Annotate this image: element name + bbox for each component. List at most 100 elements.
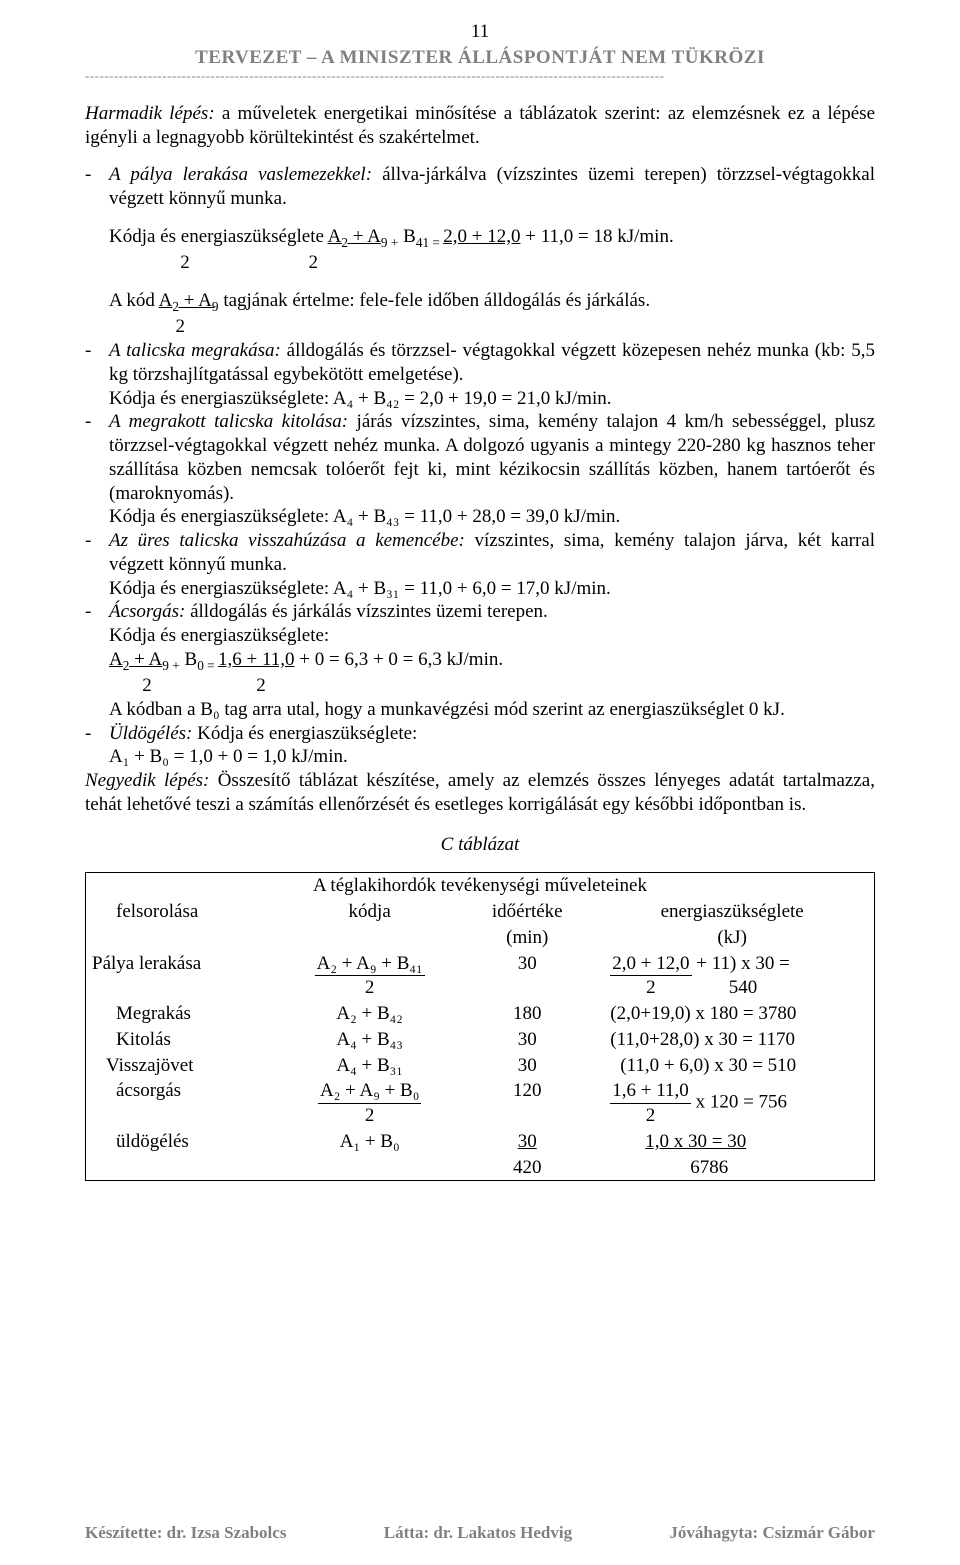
bullet-4-content: Az üres talicska visszahúzása a kemencéb… xyxy=(109,529,875,600)
unit-min: (min) xyxy=(464,925,590,951)
table-title: A téglakihordók tevékenységi műveleteine… xyxy=(86,873,874,899)
kod-line: Kódja és energiaszükséglete A2 + A9 + B4… xyxy=(109,225,875,251)
bullet-6-body: Kódja és energiaszükséglete: xyxy=(192,723,417,744)
bullet-6: - Üldögélés: Kódja és energiaszükséglete… xyxy=(85,722,875,770)
c-table: A téglakihordók tevékenységi műveleteine… xyxy=(86,873,874,1180)
row1-en-tail: + 11) x 30 = 540 xyxy=(696,952,790,1000)
col-kodja: kódja xyxy=(275,899,464,925)
table-row: ácsorgás A₂ + A₉ + B₀ 2 120 1,6 + 11,0 2… xyxy=(86,1078,874,1129)
row5-en-bot: 2 xyxy=(610,1104,691,1128)
bullet-dash: - xyxy=(85,410,109,529)
sum-energy: 6786 xyxy=(590,1155,874,1181)
b5-divisors: 2 2 xyxy=(109,675,266,696)
row2-code: A₂ + B₄₂ xyxy=(275,1001,464,1027)
bullet-2-code: Kódja és energiaszükséglete: A₄ + B₄₂ = … xyxy=(109,388,612,409)
page-number: 11 xyxy=(85,20,875,44)
bullet-4-code: Kódja és energiaszükséglete: A₄ + B₃₁ = … xyxy=(109,578,611,599)
row5-en-frac: 1,6 + 11,0 2 xyxy=(610,1079,691,1128)
header-dash-line: ----------------------------------------… xyxy=(85,68,875,84)
bullet-2-title: A talicska megrakása: xyxy=(109,340,281,361)
b5-frac2: 1,6 + 11,0 xyxy=(218,649,295,670)
footer-right: Jóváhagyta: Csizmár Gábor xyxy=(669,1522,875,1543)
bullet-dash: - xyxy=(85,600,109,698)
bullet-dash: - xyxy=(85,339,109,410)
bullet-1: - A pálya lerakása vaslemezekkel: állva-… xyxy=(85,163,875,211)
row1-code-bot: 2 xyxy=(315,976,425,1000)
c-table-frame: A téglakihordók tevékenységi műveleteine… xyxy=(85,872,875,1181)
bullet-3-title: A megrakott talicska kitolása: xyxy=(109,411,348,432)
bullet-3-content: A megrakott talicska kitolása: járás víz… xyxy=(109,410,875,529)
row2-energy: (2,0+19,0) x 180 = 3780 xyxy=(590,1001,874,1027)
bullet-5-body: álldogálás és járkálás vízszintes üzemi … xyxy=(185,601,547,622)
row1-en-bot: 2 xyxy=(610,976,691,1000)
bullet-2: - A talicska megrakása: álldogálás és tö… xyxy=(85,339,875,410)
row1-code: A₂ + A₉ + B₄₁ 2 xyxy=(275,951,464,1002)
col-ido: időértéke xyxy=(464,899,590,925)
row5-energy: 1,6 + 11,0 2 x 120 = 756 xyxy=(590,1078,874,1129)
row1-time: 30 xyxy=(464,951,590,1002)
table-row: Pálya lerakása A₂ + A₉ + B₄₁ 2 30 2,0 + … xyxy=(86,951,874,1002)
step4-paragraph: Negyedik lépés: Összesítő táblázat készí… xyxy=(85,769,875,817)
bullet-5-code-pre: Kódja és energiaszükséglete: xyxy=(109,625,329,646)
row4-time: 30 xyxy=(464,1053,590,1079)
bullet-dash: - xyxy=(85,529,109,600)
table-title-row: A téglakihordók tevékenységi műveleteine… xyxy=(86,873,874,899)
row5-code-bot: 2 xyxy=(318,1104,421,1128)
row2-time: 180 xyxy=(464,1001,590,1027)
sum-time: 420 xyxy=(464,1155,590,1181)
a-kod-tail: tagjának értelme: fele-fele időben álldo… xyxy=(219,290,651,311)
row4-name: Visszajövet xyxy=(86,1053,275,1079)
page-footer: Készítette: dr. Izsa Szabolcs Látta: dr.… xyxy=(85,1522,875,1543)
bullet-6-code: A₁ + B₀ = 1,0 + 0 = 1,0 kJ/min. xyxy=(109,746,348,767)
bullet-1-content: A pálya lerakása vaslemezekkel: állva-já… xyxy=(109,163,875,211)
bullet-dash: - xyxy=(85,722,109,770)
row5-en-tail: x 120 = 756 xyxy=(691,1092,787,1113)
row5-code-frac: A₂ + A₉ + B₀ 2 xyxy=(318,1079,421,1128)
table-units-row: (min) (kJ) xyxy=(86,925,874,951)
col-energia: energiaszükséglete xyxy=(590,899,874,925)
b5-tail: + 0 = 6,3 + 0 = 6,3 kJ/min. xyxy=(295,649,504,670)
bullet-5: - Ácsorgás: álldogálás és járkálás vízsz… xyxy=(85,600,875,698)
table-sum-row: 420 6786 xyxy=(86,1155,874,1181)
bullet-5-content: Ácsorgás: álldogálás és járkálás vízszin… xyxy=(109,600,875,698)
kod-rest: + 11,0 = 18 kJ/min. xyxy=(520,226,673,247)
row1-name: Pálya lerakása xyxy=(86,951,275,1002)
a-kod-frac: A2 + A9 xyxy=(159,290,219,311)
intro-italic: Harmadik lépés: xyxy=(85,103,215,124)
row6-name: üldögélés xyxy=(86,1129,275,1155)
unit-kj: (kJ) xyxy=(590,925,874,951)
row5-name: ácsorgás xyxy=(86,1078,275,1129)
kod-u2: 2,0 + 12,0 xyxy=(443,226,520,247)
row4-code: A₄ + B₃₁ xyxy=(275,1053,464,1079)
row5-code-top: A₂ + A₉ + B₀ xyxy=(318,1079,421,1104)
a-kod-line: A kód A2 + A9 tagjának értelme: fele-fel… xyxy=(109,289,875,315)
footer-mid: Látta: dr. Lakatos Hedvig xyxy=(384,1522,572,1543)
table-row: Kitolás A₄ + B₄₃ 30 (11,0+28,0) x 30 = 1… xyxy=(86,1027,874,1053)
kod-divisors: 2 2 xyxy=(109,251,875,275)
a-kod-div: 2 xyxy=(109,315,875,339)
row2-name: Megrakás xyxy=(86,1001,275,1027)
footer-left: Készítette: dr. Izsa Szabolcs xyxy=(85,1522,286,1543)
row1-en-frac: 2,0 + 12,0 2 xyxy=(610,952,691,1001)
table-row: Megrakás A₂ + B₄₂ 180 (2,0+19,0) x 180 =… xyxy=(86,1001,874,1027)
table-header-row: felsorolása kódja időértéke energiaszüks… xyxy=(86,899,874,925)
row3-energy: (11,0+28,0) x 30 = 1170 xyxy=(590,1027,874,1053)
kod-u1: A2 + A9 xyxy=(328,226,388,247)
bullet-1-title: A pálya lerakása vaslemezekkel: xyxy=(109,164,372,185)
row3-name: Kitolás xyxy=(86,1027,275,1053)
draft-header: TERVEZET – A MINISZTER ÁLLÁSPONTJÁT NEM … xyxy=(85,46,875,70)
row5-en-top: 1,6 + 11,0 xyxy=(610,1079,691,1104)
row4-energy: (11,0 + 6,0) x 30 = 510 xyxy=(590,1053,874,1079)
row1-energy: 2,0 + 12,0 2 + 11) x 30 = 540 xyxy=(590,951,874,1002)
bullet-4: - Az üres talicska visszahúzása a kemenc… xyxy=(85,529,875,600)
bullet-5-title: Ácsorgás: xyxy=(109,601,185,622)
kod-pre: Kódja és energiaszükséglete xyxy=(109,226,328,247)
row1-code-top: A₂ + A₉ + B₄₁ xyxy=(315,952,425,977)
row3-time: 30 xyxy=(464,1027,590,1053)
bullet-2-content: A talicska megrakása: álldogálás és törz… xyxy=(109,339,875,410)
col-felsorolasa: felsorolása xyxy=(86,899,275,925)
bullet-6-content: Üldögélés: Kódja és energiaszükséglete: … xyxy=(109,722,875,770)
kod-small-plus: + xyxy=(388,235,399,250)
b5-sub-plus: + xyxy=(169,658,180,673)
table-row: üldögélés A₁ + B₀ 30 1,0 x 30 = 30 xyxy=(86,1129,874,1155)
